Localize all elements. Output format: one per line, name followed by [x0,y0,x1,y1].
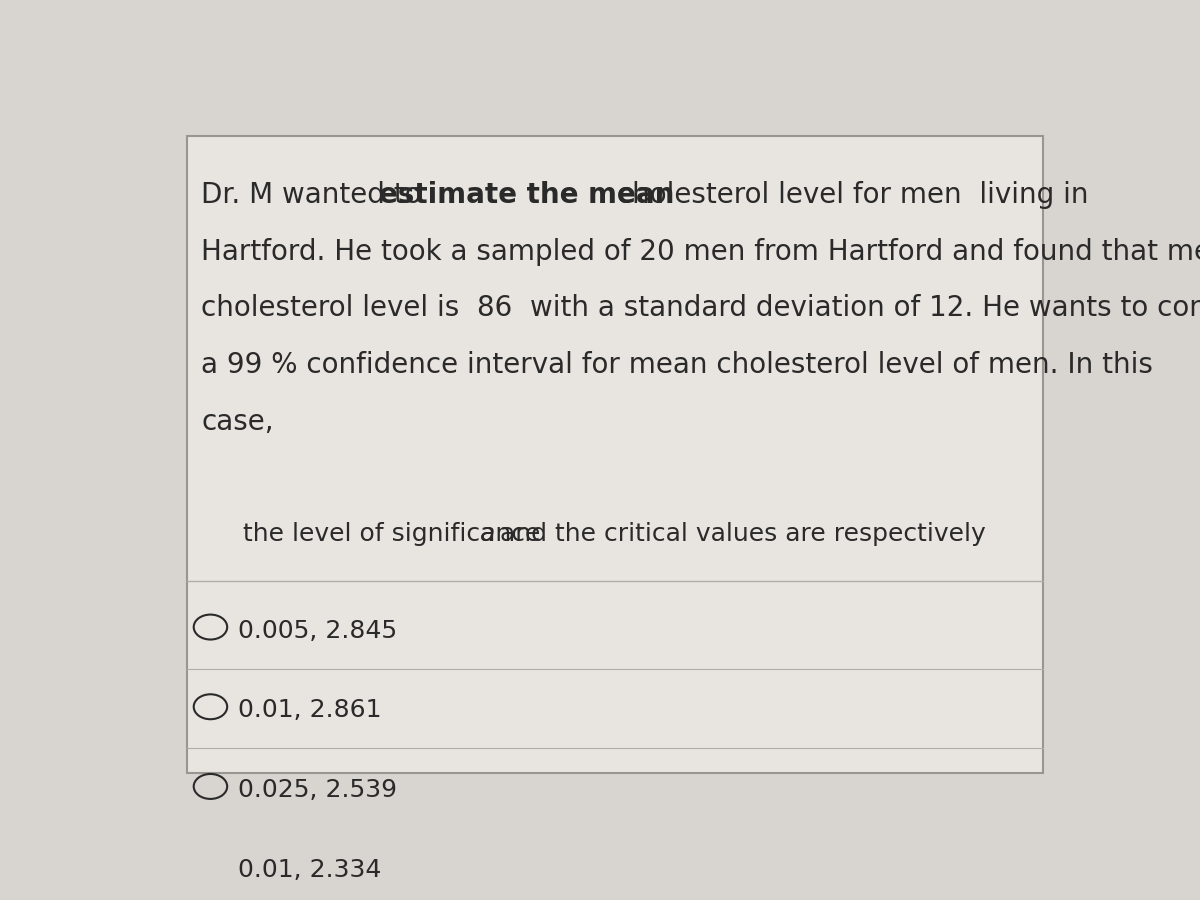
Text: the level of significance: the level of significance [242,522,548,545]
Text: a 99 % confidence interval for mean cholesterol level of men. In this: a 99 % confidence interval for mean chol… [202,351,1153,379]
Text: 0.005, 2.845: 0.005, 2.845 [239,618,397,643]
Text: Hartford. He took a sampled of 20 men from Hartford and found that mean: Hartford. He took a sampled of 20 men fr… [202,238,1200,266]
Text: and the critical values are respectively: and the critical values are respectively [492,522,985,545]
Text: cholesterol level for men  living in: cholesterol level for men living in [608,181,1088,209]
Text: 0.01, 2.861: 0.01, 2.861 [239,698,382,723]
Text: estimate the mean: estimate the mean [379,181,674,209]
Text: cholesterol level is  86  with a standard deviation of 12. He wants to construct: cholesterol level is 86 with a standard … [202,294,1200,322]
Text: a: a [480,522,496,545]
Text: case,: case, [202,408,274,436]
Text: 0.025, 2.539: 0.025, 2.539 [239,778,397,802]
Text: 0.01, 2.334: 0.01, 2.334 [239,858,382,882]
Text: Dr. M wanted to: Dr. M wanted to [202,181,431,209]
FancyBboxPatch shape [187,136,1043,773]
